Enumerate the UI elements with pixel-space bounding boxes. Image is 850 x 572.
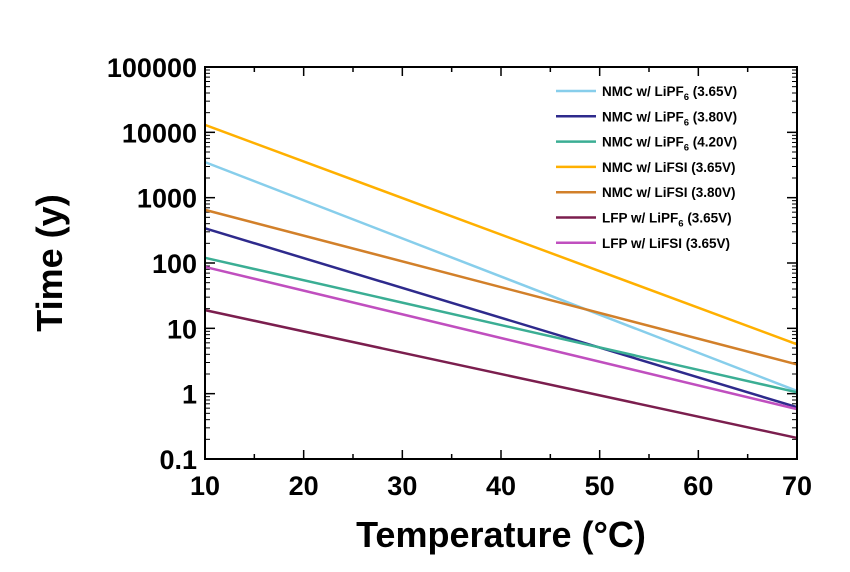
- x-tick-label: 70: [782, 471, 812, 501]
- y-axis-label: Time (y): [29, 194, 70, 331]
- x-tick-label: 50: [585, 471, 615, 501]
- series-line: [204, 256, 798, 394]
- plot-frame: [204, 66, 798, 460]
- series-line: [204, 308, 798, 440]
- legend-entry: LFP w/ LiPF6 (3.65V): [602, 211, 732, 230]
- x-tick-label: 30: [387, 471, 417, 501]
- y-tick-label: 0.1: [159, 445, 197, 475]
- y-tick-label: 100000: [107, 53, 197, 83]
- series-line: [204, 265, 798, 411]
- x-tick-label: 20: [289, 471, 319, 501]
- y-tick-label: 10000: [122, 118, 197, 148]
- x-tick-label: 40: [486, 471, 516, 501]
- series-line: [204, 123, 798, 346]
- legend-entry: LFP w/ LiFSI (3.65V): [602, 236, 730, 251]
- y-tick-label: 1000: [137, 184, 197, 214]
- x-tick-label: 10: [190, 471, 220, 501]
- legend-entry: NMC w/ LiPF6 (3.80V): [602, 109, 737, 128]
- legend-entry: NMC w/ LiFSI (3.80V): [602, 185, 736, 200]
- y-tick-label: 1: [182, 380, 197, 410]
- y-tick-label: 10: [167, 314, 197, 344]
- x-tick-label: 60: [683, 471, 713, 501]
- legend-entry: NMC w/ LiPF6 (3.65V): [602, 84, 737, 103]
- legend-entry: NMC w/ LiPF6 (4.20V): [602, 135, 737, 154]
- series-line: [204, 160, 798, 393]
- legend-entry: NMC w/ LiFSI (3.65V): [602, 160, 736, 175]
- x-axis-label: Temperature (°C): [356, 514, 646, 555]
- y-tick-label: 100: [152, 249, 197, 279]
- series-line: [204, 208, 798, 366]
- series-line: [204, 227, 798, 409]
